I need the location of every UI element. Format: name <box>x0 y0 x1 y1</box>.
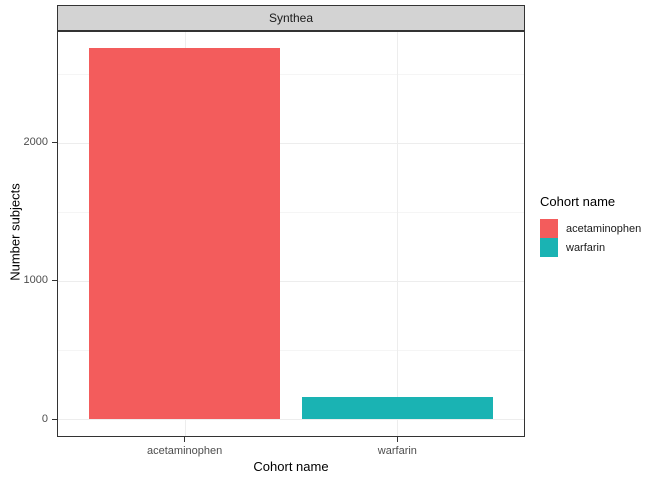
legend-swatch <box>540 238 558 257</box>
gridline-major <box>57 419 525 421</box>
bar-warfarin <box>301 396 494 420</box>
y-tick-label: 1000 <box>23 274 48 287</box>
y-tick-mark <box>52 142 57 144</box>
facet-strip: Synthea <box>57 5 525 31</box>
gridline-minor <box>57 211 525 213</box>
plot-panel <box>57 31 525 437</box>
y-tick-mark <box>52 280 57 282</box>
legend-label: acetaminophen <box>566 222 642 235</box>
x-tick-label: warfarin <box>377 445 417 457</box>
y-axis-title: Number subjects <box>7 183 23 281</box>
gridline-major <box>57 142 525 144</box>
legend-items: acetaminophen warfarin <box>540 219 670 257</box>
bar-acetaminophen <box>88 47 281 420</box>
legend-item: acetaminophen <box>540 219 670 238</box>
facet-strip-label: Synthea <box>268 11 314 25</box>
gridline-major <box>57 280 525 282</box>
gridline-major <box>397 31 399 437</box>
x-axis-title: Cohort name <box>253 459 329 474</box>
legend: Cohort name acetaminophen warfarin <box>540 194 670 257</box>
x-tick-mark <box>396 437 398 442</box>
y-tick-label: 2000 <box>23 136 48 149</box>
gridline-minor <box>57 73 525 75</box>
y-tick-mark <box>52 418 57 420</box>
x-tick-label: acetaminophen <box>147 445 223 457</box>
legend-label: warfarin <box>566 241 606 254</box>
legend-item: warfarin <box>540 238 670 257</box>
legend-title: Cohort name <box>540 194 616 209</box>
legend-swatch <box>540 219 558 238</box>
x-tick-mark <box>184 437 186 442</box>
y-tick-label: 0 <box>41 412 48 425</box>
gridline-minor <box>57 350 525 351</box>
